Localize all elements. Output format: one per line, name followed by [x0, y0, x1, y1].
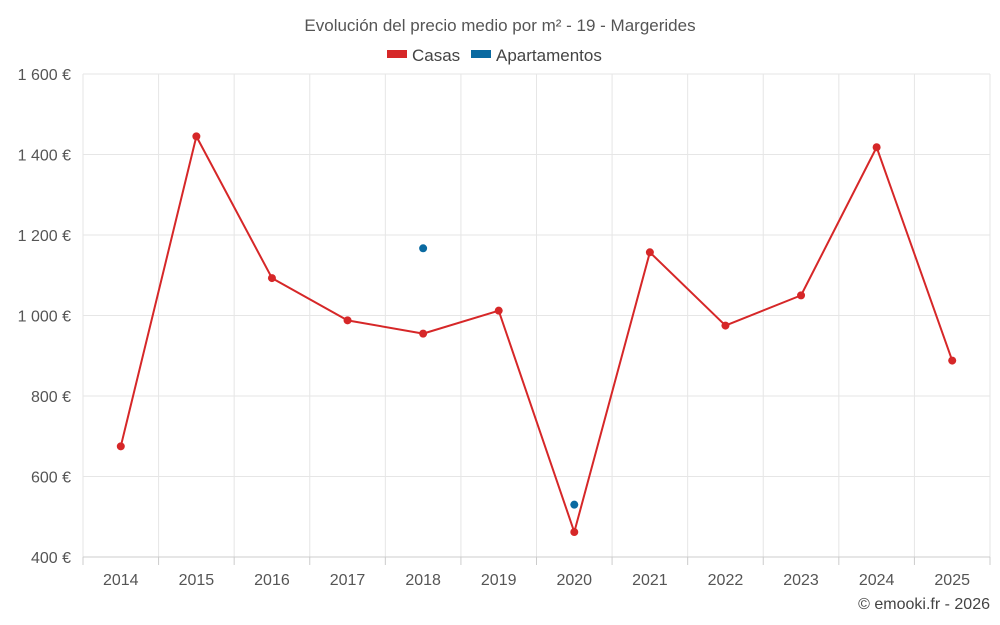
grid: [82, 73, 991, 557]
x-tick-label: 2021: [632, 572, 668, 589]
x-tick-label: 2023: [783, 572, 819, 589]
legend-swatch-apartamentos: [471, 50, 491, 58]
x-tick-label: 2019: [481, 572, 517, 589]
legend-label-apartamentos[interactable]: Apartamentos: [496, 46, 602, 65]
y-tick-label: 600 €: [31, 470, 71, 487]
x-tick-label: 2017: [330, 572, 366, 589]
y-tick-label: 1 000 €: [18, 309, 71, 326]
y-tick-label: 400 €: [31, 550, 71, 567]
y-tick-label: 1 400 €: [18, 148, 71, 165]
data-point-casas-2023[interactable]: [797, 291, 806, 300]
legend: Casas Apartamentos: [387, 46, 602, 65]
data-point-casas-2016[interactable]: [267, 274, 276, 283]
axes: 400 € 600 € 800 € 1 000 € 1 200 € 1 400 € 1 60…: [18, 67, 991, 589]
data-point-casas-2025[interactable]: [948, 356, 957, 365]
x-tick-label: 2024: [859, 572, 895, 589]
x-tick-label: 2016: [254, 572, 290, 589]
data-point-apartamentos-2018[interactable]: [419, 244, 428, 253]
x-tick-label: 2025: [934, 572, 970, 589]
data-point-casas-2014[interactable]: [116, 442, 125, 451]
data-point-casas-2019[interactable]: [494, 306, 503, 315]
x-tick-label: 2018: [405, 572, 441, 589]
x-tick-label: 2022: [708, 572, 744, 589]
legend-swatch-casas: [387, 50, 407, 58]
data-point-casas-2021[interactable]: [645, 248, 654, 257]
x-tick-label: 2014: [103, 572, 139, 589]
series: [116, 132, 957, 537]
data-point-casas-2018[interactable]: [419, 329, 428, 338]
data-point-casas-2017[interactable]: [343, 316, 352, 325]
y-tick-label: 1 200 €: [18, 228, 71, 245]
data-point-casas-2020[interactable]: [570, 528, 579, 537]
x-tick-label: 2015: [179, 572, 215, 589]
chart-title: Evolución del precio medio por m² - 19 -…: [304, 16, 695, 35]
legend-label-casas[interactable]: Casas: [412, 46, 460, 65]
y-tick-label: 1 600 €: [18, 67, 71, 84]
data-point-casas-2015[interactable]: [192, 132, 201, 141]
data-point-apartamentos-2020[interactable]: [570, 500, 579, 509]
data-point-casas-2022[interactable]: [721, 321, 730, 330]
credit-text: © emooki.fr - 2026: [858, 596, 990, 613]
x-tick-label: 2020: [556, 572, 592, 589]
series-line-casas: [119, 135, 954, 534]
y-tick-label: 800 €: [31, 389, 71, 406]
data-point-casas-2024[interactable]: [872, 143, 881, 152]
